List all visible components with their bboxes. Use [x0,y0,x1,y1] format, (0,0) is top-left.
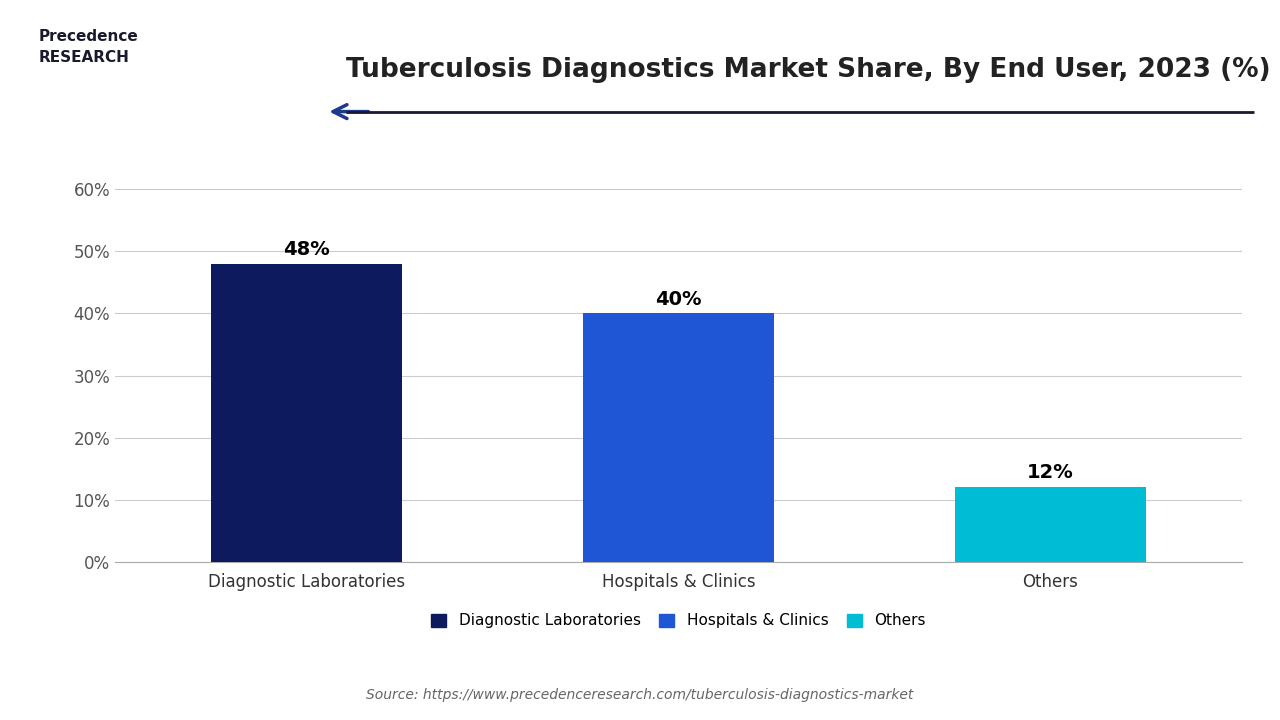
Text: Tuberculosis Diagnostics Market Share, By End User, 2023 (%): Tuberculosis Diagnostics Market Share, B… [346,57,1270,83]
Bar [955,487,1146,562]
Text: Precedence
RESEARCH: Precedence RESEARCH [38,29,138,65]
Bar [582,313,774,562]
Text: Source: https://www.precedenceresearch.com/tuberculosis-diagnostics-market: Source: https://www.precedenceresearch.c… [366,688,914,702]
Bar [211,264,402,562]
Text: 48%: 48% [283,240,330,259]
Text: 40%: 40% [655,289,701,308]
Text: 12%: 12% [1027,463,1074,482]
Legend: Diagnostic Laboratories, Hospitals & Clinics, Others: Diagnostic Laboratories, Hospitals & Cli… [425,608,932,634]
